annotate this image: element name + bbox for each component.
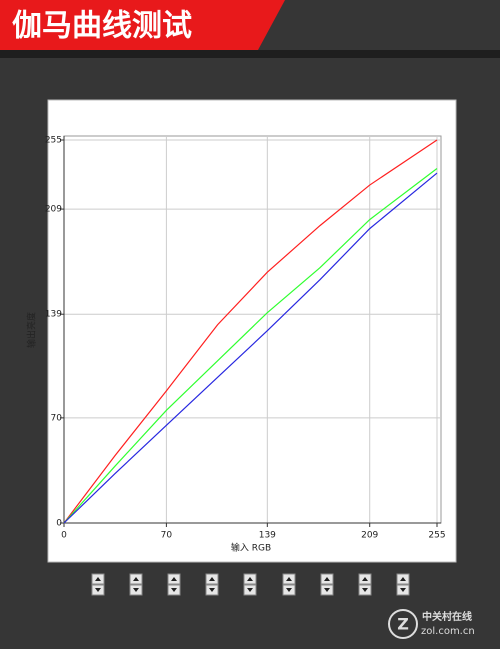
up-arrow (286, 577, 292, 581)
watermark-name: 中关村在线 (422, 610, 472, 623)
y-axis-label: 输出亮度 (26, 312, 38, 348)
y-tick-label: 139 (45, 310, 62, 320)
y-tick-label: 70 (51, 413, 63, 423)
x-tick-label: 209 (361, 531, 378, 541)
plot: 0 70 139 209 255 0 70 139 209 255 (45, 135, 446, 541)
spinner-row (91, 573, 410, 596)
header-strip (0, 50, 500, 58)
y-tick-label: 0 (56, 519, 62, 529)
title: 伽马曲线测试 (12, 9, 192, 44)
spinner[interactable] (320, 573, 334, 596)
spinner[interactable] (243, 573, 257, 596)
y-tick-label: 255 (45, 136, 62, 146)
up-arrow (209, 577, 215, 581)
x-tick-label: 255 (428, 531, 445, 541)
series-line (63, 139, 438, 524)
title-banner (0, 0, 285, 50)
down-arrow (95, 588, 101, 592)
down-arrow (171, 588, 177, 592)
up-arrow (95, 577, 101, 581)
series-line (63, 172, 438, 524)
x-tick-label: 139 (259, 531, 276, 541)
up-arrow (133, 577, 139, 581)
down-arrow (209, 588, 215, 592)
series-line (63, 168, 438, 524)
up-arrow (171, 577, 177, 581)
down-arrow (286, 588, 292, 592)
spinner[interactable] (91, 573, 105, 596)
spinner[interactable] (167, 573, 181, 596)
spinner[interactable] (129, 573, 143, 596)
plot-frame (63, 135, 442, 524)
down-arrow (133, 588, 139, 592)
up-arrow (324, 577, 330, 581)
down-arrow (362, 588, 368, 592)
logo-letter: Z (397, 615, 409, 634)
spinner[interactable] (358, 573, 372, 596)
spinner[interactable] (205, 573, 219, 596)
x-axis-label: 输入 RGB (231, 542, 271, 554)
y-tick-label: 209 (45, 205, 62, 215)
up-arrow (362, 577, 368, 581)
x-tick-label: 0 (61, 531, 67, 541)
x-tick-label: 70 (161, 531, 173, 541)
down-arrow (400, 588, 406, 592)
spinner[interactable] (282, 573, 296, 596)
down-arrow (324, 588, 330, 592)
down-arrow (247, 588, 253, 592)
up-arrow (247, 577, 253, 581)
spinner[interactable] (396, 573, 410, 596)
watermark-url: zol.com.cn (421, 626, 475, 637)
watermark: Z 中关村在线 zol.com.cn (388, 609, 475, 639)
logo (388, 609, 418, 639)
up-arrow (400, 577, 406, 581)
